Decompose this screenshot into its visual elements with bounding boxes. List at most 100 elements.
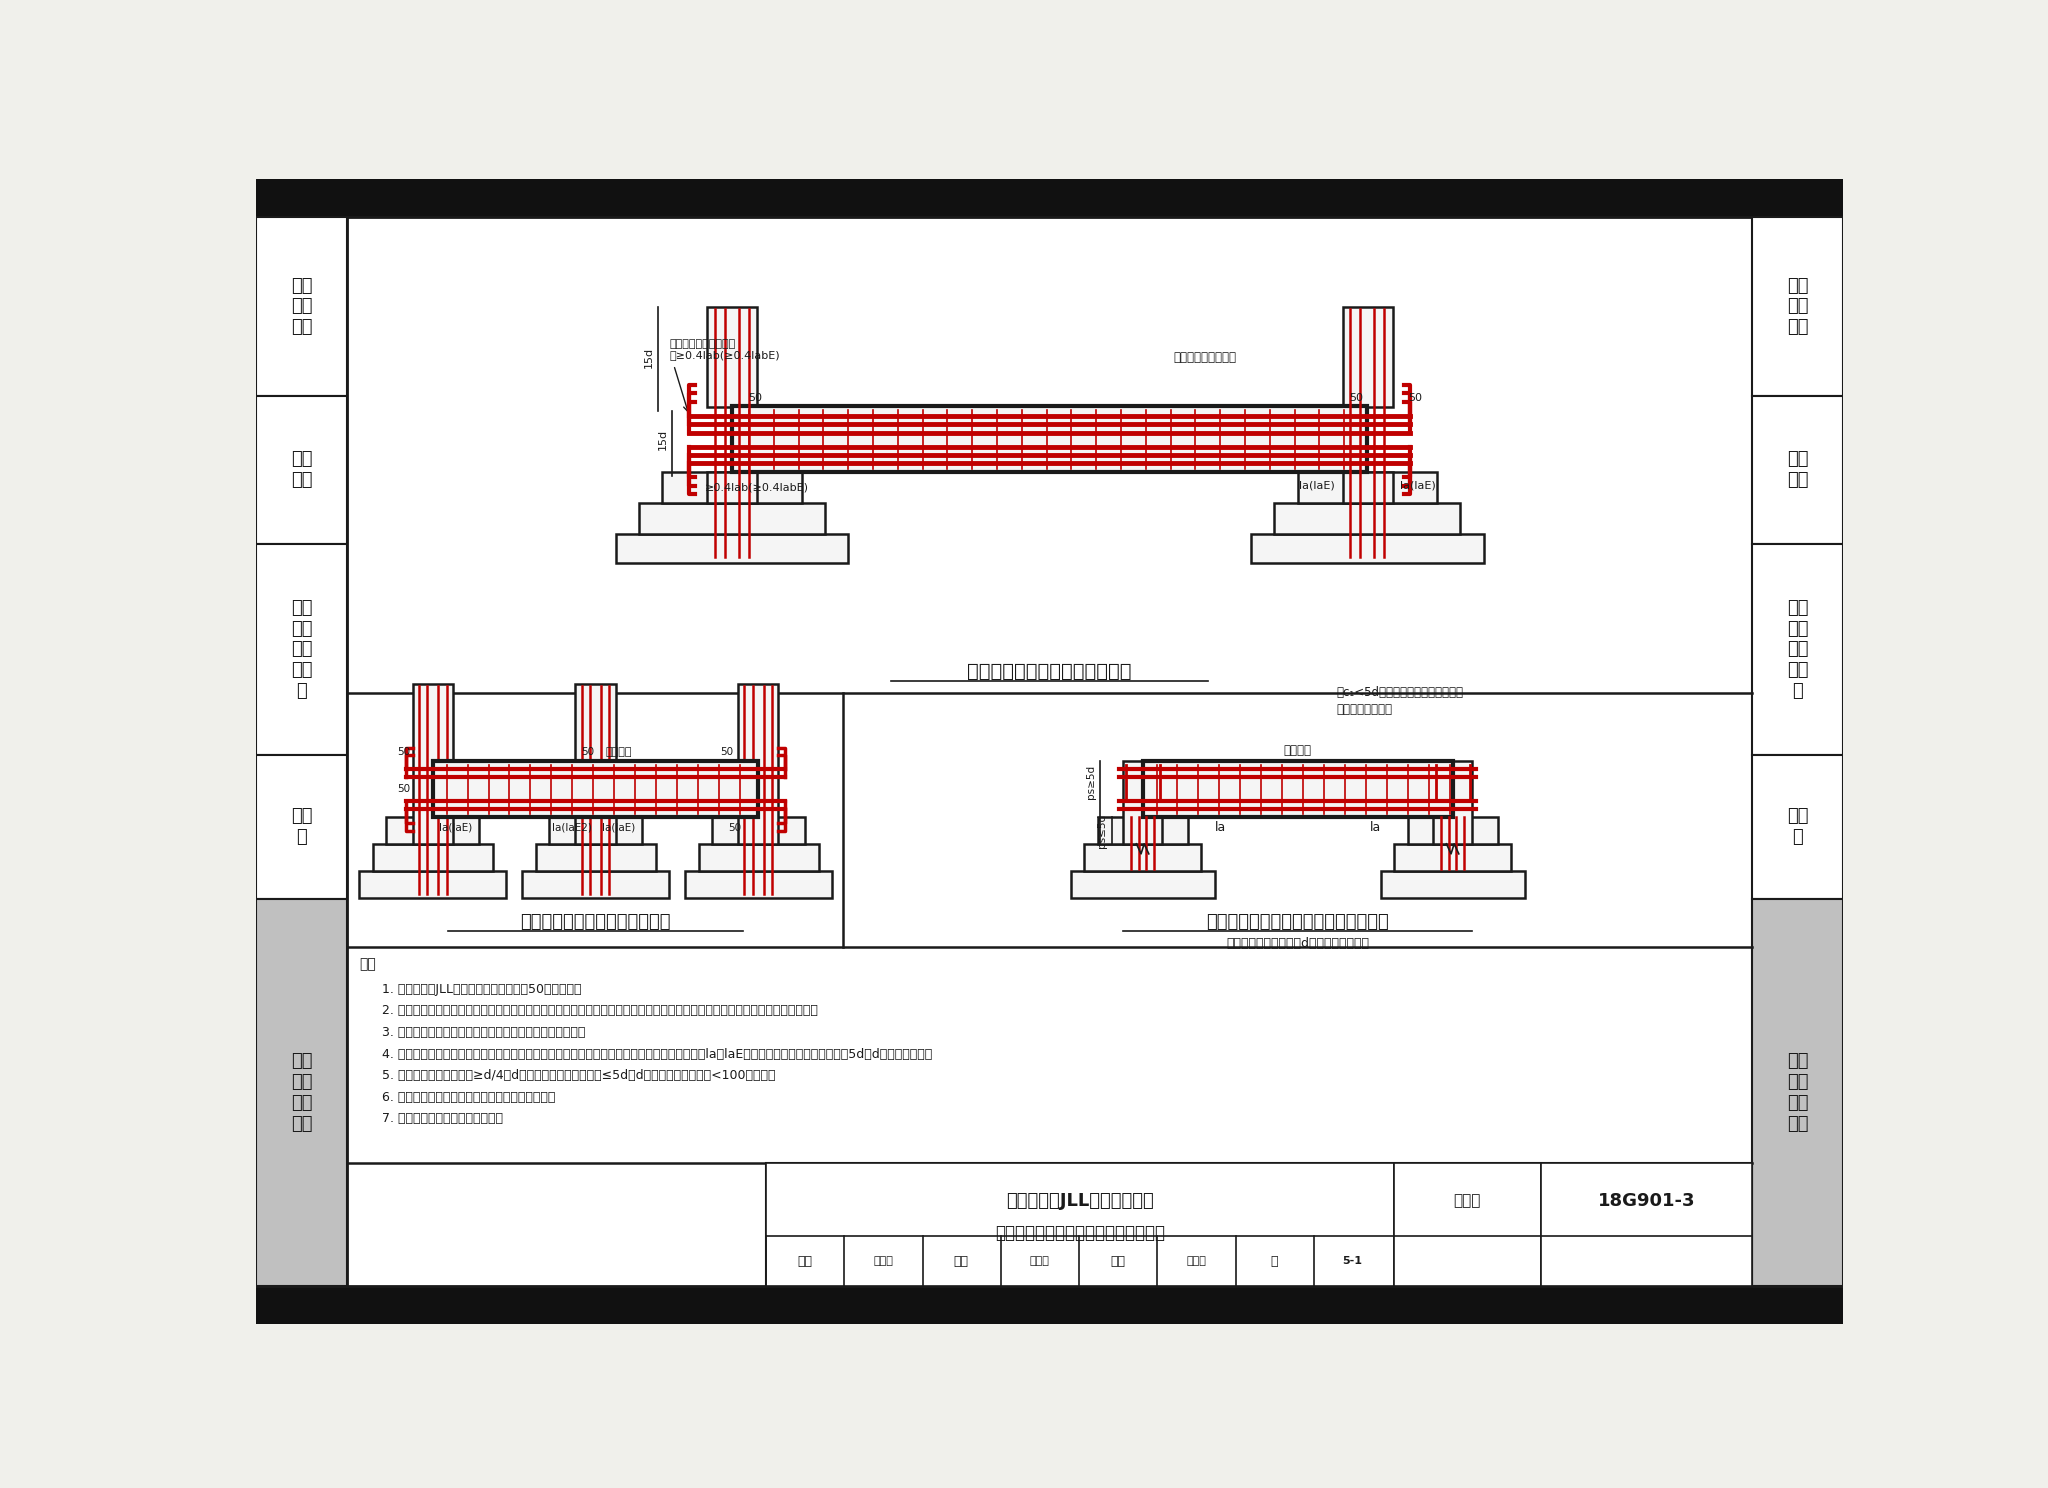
Text: 当c₁<5d时需设置锚固区横向钢筋，: 当c₁<5d时需设置锚固区横向钢筋，: [1337, 686, 1464, 699]
Bar: [537, 844, 655, 870]
Text: 审核: 审核: [797, 1254, 813, 1268]
Bar: [256, 396, 348, 545]
Bar: [766, 1162, 1751, 1286]
Text: 6. 基础联系梁用于独立基础、条形基础及桩基础。: 6. 基础联系梁用于独立基础、条形基础及桩基础。: [383, 1091, 555, 1104]
Bar: [256, 179, 1843, 217]
Text: 与基
础有
关的
构造: 与基 础有 关的 构造: [291, 1052, 313, 1132]
Text: 桩基
础: 桩基 础: [1786, 808, 1808, 847]
Bar: [1122, 762, 1161, 844]
Bar: [707, 472, 758, 503]
Bar: [1751, 899, 1843, 1286]
Bar: [616, 534, 848, 562]
Text: 条形
基础
与筏
形基
础: 条形 基础 与筏 形基 础: [291, 598, 313, 699]
Text: 地下基础联系梁顶面: 地下基础联系梁顶面: [1174, 351, 1237, 363]
Text: 15d: 15d: [643, 347, 653, 368]
Text: 黄志刚: 黄志刚: [872, 1256, 893, 1266]
Text: 刘晨曦: 刘晨曦: [1030, 1256, 1049, 1266]
Text: la(laE2): la(laE2): [553, 823, 592, 833]
Text: 伸至柱外侧纵筋内侧；
且≥0.4lab(≥0.4labE): 伸至柱外侧纵筋内侧； 且≥0.4lab(≥0.4labE): [670, 339, 780, 360]
Bar: [1085, 844, 1200, 870]
Bar: [731, 406, 1368, 472]
Text: 一般
构造
要求: 一般 构造 要求: [291, 277, 313, 336]
Text: 基础联系梁钢筋排布构造（二）: 基础联系梁钢筋排布构造（二）: [520, 914, 670, 931]
Text: 50: 50: [397, 784, 410, 795]
Bar: [387, 817, 479, 844]
Text: la(laE): la(laE): [602, 823, 635, 833]
Text: 可为向下开口箍筋: 可为向下开口箍筋: [1337, 702, 1393, 716]
Bar: [256, 899, 348, 1286]
Bar: [1395, 1162, 1540, 1286]
Bar: [575, 684, 616, 844]
Text: 50: 50: [582, 747, 594, 757]
Text: 一般
构造
要求: 一般 构造 要求: [1786, 277, 1808, 336]
Bar: [1751, 545, 1843, 754]
Text: 条形
基础
与筏
形基
础: 条形 基础 与筏 形基 础: [1786, 598, 1808, 699]
Text: 2. 当框架柱两边的基础联系梁纵筋交错锚固时，宜采用非接触锚固方式，以确保混凝土浇筑密实，使钢筋锚固效果达到强度要求。: 2. 当框架柱两边的基础联系梁纵筋交错锚固时，宜采用非接触锚固方式，以确保混凝土…: [383, 1004, 819, 1018]
Text: 50: 50: [721, 747, 733, 757]
Text: 3. 柱插筋构造详见本图集的一般构造要求部分的有关详图。: 3. 柱插筋构造详见本图集的一般构造要求部分的有关详图。: [383, 1027, 586, 1039]
Bar: [549, 817, 641, 844]
Bar: [256, 545, 348, 754]
Bar: [698, 844, 819, 870]
Bar: [1409, 817, 1497, 844]
Bar: [522, 870, 670, 897]
Bar: [358, 870, 506, 897]
Bar: [1540, 1162, 1751, 1286]
Text: ps≥5d: ps≥5d: [1085, 765, 1096, 799]
Bar: [662, 472, 801, 503]
Text: 图集号: 图集号: [1454, 1193, 1481, 1208]
Text: （不作为基础联系梁；d为锚固纵筋直径）: （不作为基础联系梁；d为锚固纵筋直径）: [1227, 937, 1370, 951]
Text: la(laE): la(laE): [1401, 481, 1436, 491]
Bar: [1143, 762, 1452, 817]
Bar: [684, 870, 831, 897]
Text: 王怀元: 王怀元: [1186, 1256, 1206, 1266]
Bar: [1098, 817, 1188, 844]
Text: 5. 锚固区横向钢筋应满足≥d/4（d为插筋最大直径），间距≤5d（d为插筋最小直径）且<100的要求。: 5. 锚固区横向钢筋应满足≥d/4（d为插筋最大直径），间距≤5d（d为插筋最小…: [383, 1068, 776, 1082]
Text: 7. 图中括号内数值用于抗震设计。: 7. 图中括号内数值用于抗震设计。: [383, 1112, 504, 1125]
Bar: [348, 217, 1751, 1286]
Bar: [432, 762, 758, 817]
Text: la(laE): la(laE): [440, 823, 473, 833]
Text: 基础联系梁钢筋排布构造（一）: 基础联系梁钢筋排布构造（一）: [967, 662, 1133, 682]
Bar: [412, 684, 453, 844]
Text: ≥0.4lab(≥0.4labE): ≥0.4lab(≥0.4labE): [705, 482, 809, 493]
Bar: [1071, 870, 1214, 897]
Bar: [1751, 217, 1843, 396]
Text: 基础联系梁JLL钢筋排布构造: 基础联系梁JLL钢筋排布构造: [1006, 1192, 1153, 1210]
Text: 5-1: 5-1: [1343, 1256, 1362, 1266]
Text: 搁置在基础上的非框架梁钢筋排布构造: 搁置在基础上的非框架梁钢筋排布构造: [1206, 914, 1389, 931]
Text: 独立
基础: 独立 基础: [291, 451, 313, 490]
Text: 50: 50: [397, 747, 410, 757]
Text: 18G901-3: 18G901-3: [1597, 1192, 1696, 1210]
Text: 校对: 校对: [954, 1254, 969, 1268]
Text: la(laE): la(laE): [1298, 481, 1335, 491]
Text: 1. 基础联系梁JLL的第一道箍筋距柱边缘50开始设置。: 1. 基础联系梁JLL的第一道箍筋距柱边缘50开始设置。: [383, 984, 582, 995]
Bar: [256, 754, 348, 899]
Text: 搁置在基础上的非框架梁钢筋排布构造: 搁置在基础上的非框架梁钢筋排布构造: [995, 1225, 1165, 1242]
Text: 50: 50: [1350, 393, 1362, 403]
Text: 注：: 注：: [358, 957, 377, 972]
Bar: [256, 1286, 1843, 1324]
Bar: [1380, 870, 1524, 897]
Text: 50: 50: [1409, 393, 1423, 403]
Text: 与基
础有
关的
构造: 与基 础有 关的 构造: [1786, 1052, 1808, 1132]
Text: 15d: 15d: [657, 429, 668, 451]
Text: la: la: [1370, 821, 1380, 835]
Bar: [1751, 754, 1843, 899]
Bar: [1343, 307, 1393, 408]
Bar: [1751, 396, 1843, 545]
Bar: [373, 844, 494, 870]
Text: 桩基
础: 桩基 础: [291, 808, 313, 847]
Bar: [1434, 762, 1473, 844]
Text: 设计: 设计: [1110, 1254, 1124, 1268]
Bar: [256, 217, 348, 396]
Bar: [766, 1162, 1395, 1286]
Text: 独立
基础: 独立 基础: [1786, 451, 1808, 490]
Bar: [1395, 844, 1511, 870]
Bar: [713, 817, 805, 844]
Bar: [256, 217, 348, 1286]
Bar: [1751, 217, 1843, 1286]
Bar: [1274, 503, 1460, 534]
Bar: [1298, 472, 1438, 503]
Text: 基础顶面: 基础顶面: [1284, 744, 1311, 757]
